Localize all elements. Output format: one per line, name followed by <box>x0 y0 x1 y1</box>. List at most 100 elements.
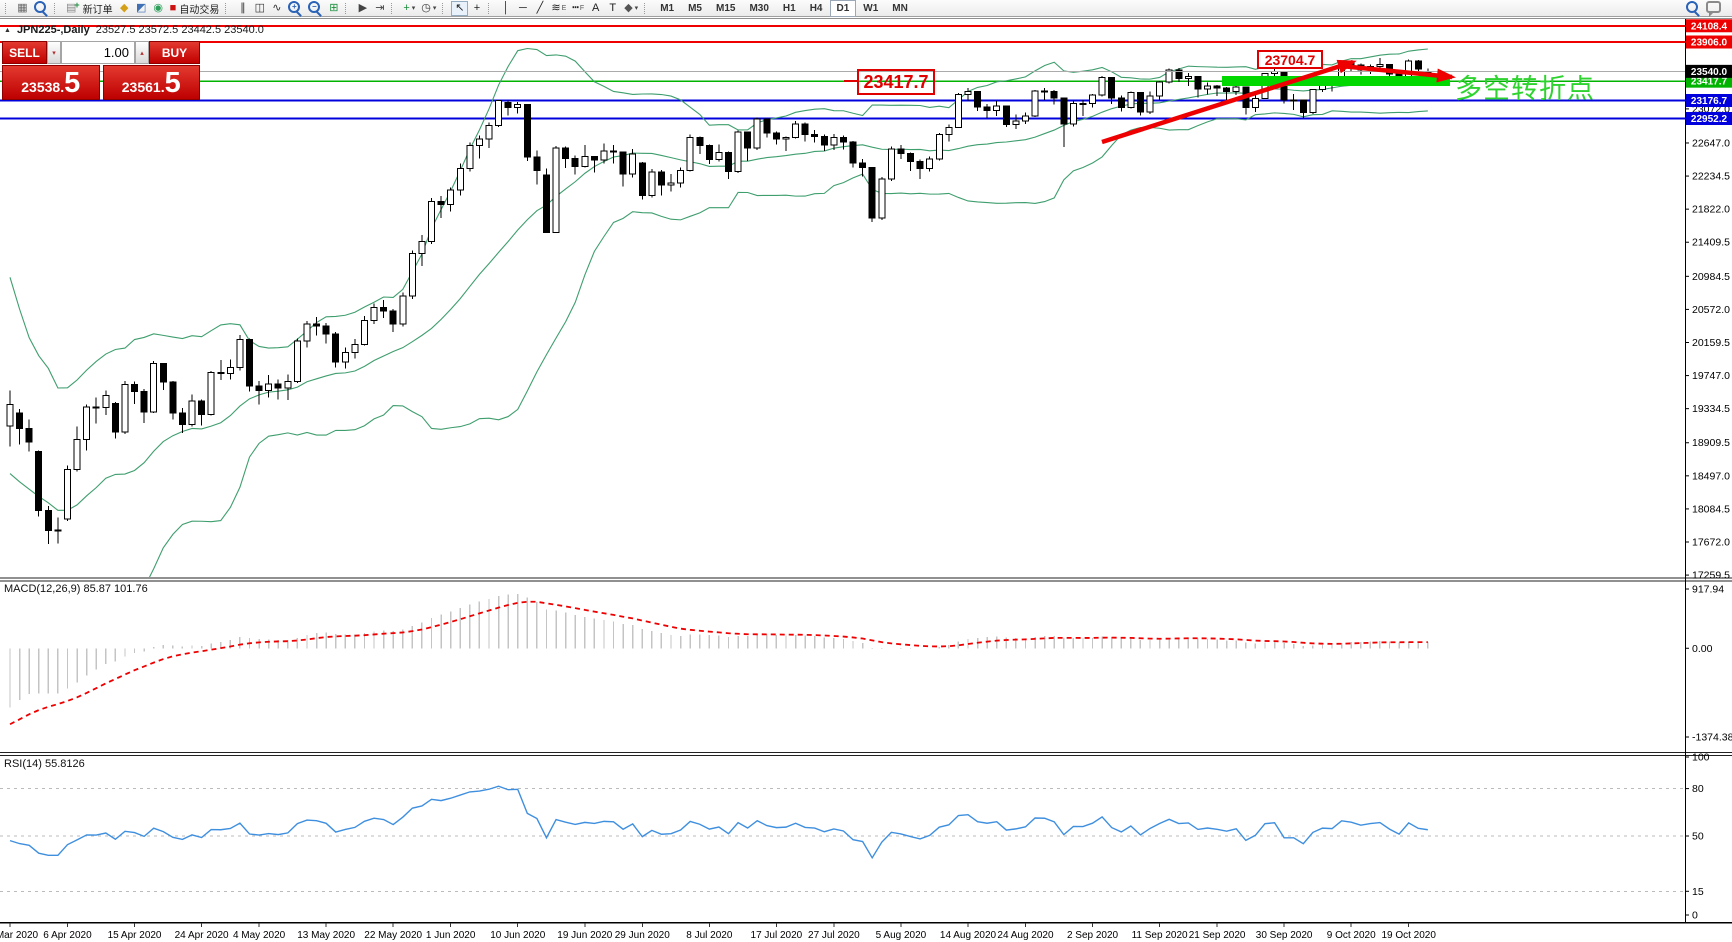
candlestick-chart-type-icon[interactable]: ◫ <box>251 1 268 16</box>
svg-text:17672.0: 17672.0 <box>1692 537 1730 549</box>
chart-preview-icon[interactable] <box>31 1 51 16</box>
crosshair-icon[interactable]: + <box>468 1 485 16</box>
timeframe-d1[interactable]: D1 <box>829 0 857 17</box>
chart-shift-icon[interactable]: ⇥ <box>371 1 388 16</box>
chat-icon <box>1706 0 1721 17</box>
svg-text:27 Jul 2020: 27 Jul 2020 <box>808 930 860 941</box>
zoom-out-icon[interactable]: − <box>305 1 325 16</box>
text-label-icon[interactable]: T <box>604 1 621 16</box>
trend-arrows[interactable] <box>1101 59 1456 145</box>
rsi-indicator-label: RSI(14) 55.8126 <box>4 758 85 770</box>
volume-increase-button[interactable]: ▴ <box>135 41 149 64</box>
toolbar-group: ▤ + 新订单 ◆ ◩ ◉ ■ 自动交易 <box>51 0 222 17</box>
one-click-panel-toggle[interactable]: ▲ <box>4 26 11 34</box>
timeframe-h4[interactable]: H4 <box>809 2 823 14</box>
svg-text:18497.0: 18497.0 <box>1692 470 1730 482</box>
horizontal-line-icon-glyph: ─ <box>519 1 527 14</box>
svg-text:24108.4: 24108.4 <box>1691 21 1728 32</box>
svg-text:6 Apr 2020: 6 Apr 2020 <box>43 930 92 941</box>
arrows-icon-glyph: ◆ <box>624 1 633 14</box>
toolbar-group: + ▾ ◷ ▾ <box>388 0 439 17</box>
indicators-button[interactable]: + ▾ <box>400 1 418 16</box>
svg-text:22 May 2020: 22 May 2020 <box>364 930 422 941</box>
svg-text:23176.7: 23176.7 <box>1691 96 1728 107</box>
buy-button[interactable]: BUY <box>149 41 200 64</box>
volume-decrease-button[interactable]: ▾ <box>47 41 61 64</box>
svg-text:23540.0: 23540.0 <box>1691 67 1728 78</box>
turning-point-annotation[interactable]: 多空转折点 <box>1455 74 1595 104</box>
bollinger-bands <box>9 47 1428 577</box>
timeframe-h1[interactable]: H1 <box>782 2 796 14</box>
macd-histogram <box>9 594 1429 708</box>
autotrading-button-label: 自动交易 <box>179 4 220 16</box>
notifications-icon[interactable]: ◉ <box>150 1 167 16</box>
buy-price-big-digit: 5 <box>164 67 181 99</box>
rsi-axis-labels: 100 80 50 15 0 <box>1685 752 1710 922</box>
svg-text:20159.5: 20159.5 <box>1692 337 1730 349</box>
text-label-icon-glyph: T <box>609 1 617 14</box>
trendline-icon[interactable]: ╱ <box>531 1 548 16</box>
sell-button[interactable]: SELL <box>2 41 47 64</box>
buy-price-display[interactable]: 23561. 5 <box>102 65 200 100</box>
turning-point-band[interactable] <box>1222 76 1450 86</box>
zoom-in-icon[interactable]: + <box>285 1 305 16</box>
arrows-icon[interactable]: ◆ ▾ <box>621 1 641 16</box>
equidistant-channel-icon[interactable]: ≋ E <box>548 1 569 16</box>
timeframe-m1[interactable]: M1 <box>660 2 675 14</box>
community-icon[interactable]: ◩ <box>133 1 150 16</box>
autotrading-button[interactable]: ■ 自动交易 <box>167 1 223 16</box>
timeframe-m5[interactable]: M5 <box>688 2 702 14</box>
timeframe-mn[interactable]: MN <box>892 2 908 14</box>
fibonacci-icon[interactable]: ┅ F <box>569 1 587 16</box>
chart-shift-icon-glyph: ⇥ <box>375 1 385 14</box>
search-icon <box>1686 1 1698 13</box>
horizontal-line-icon[interactable]: ─ <box>514 1 531 16</box>
svg-text:917.94: 917.94 <box>1692 584 1724 596</box>
symbol-period-label: JPN225-,Daily <box>16 24 90 36</box>
svg-text:80: 80 <box>1692 783 1704 795</box>
auto-scroll-icon[interactable]: ▶ <box>354 1 371 16</box>
search-icon[interactable] <box>1683 1 1703 16</box>
autotrading-button-glyph: ■ <box>169 1 177 14</box>
candlestick-series <box>6 58 1432 545</box>
horizontal-level-lines[interactable] <box>0 24 1685 120</box>
svg-text:19 Jun 2020: 19 Jun 2020 <box>557 930 612 941</box>
trendline-icon-glyph: ╱ <box>536 1 544 14</box>
cursor-icon[interactable]: ↖ <box>451 0 469 16</box>
charts-toolbar-icon[interactable]: ▦ <box>14 1 31 16</box>
text-icon[interactable]: A <box>587 1 604 16</box>
tile-windows-icon[interactable]: ⊞ <box>325 1 342 16</box>
price-axis-labels: 23072.022647.022234.521822.021409.520984… <box>1685 19 1732 582</box>
toolbar-grip <box>442 2 447 14</box>
indicators-button-glyph: + <box>403 1 410 14</box>
zoom-out-icon: − <box>308 1 321 13</box>
line-chart-type-icon[interactable]: ∿ <box>268 1 285 16</box>
chat-icon[interactable] <box>1703 0 1724 17</box>
svg-text:19747.0: 19747.0 <box>1692 370 1730 382</box>
periods-button[interactable]: ◷ ▾ <box>418 1 439 16</box>
sell-price-display[interactable]: 23538. 5 <box>2 65 100 100</box>
pane-separators[interactable] <box>0 577 1732 757</box>
toolbar-right-group <box>1683 0 1724 17</box>
chevron-down-icon: ▾ <box>634 5 639 12</box>
price-level-label-23417[interactable]: 23417.7 <box>857 69 935 95</box>
vertical-line-icon[interactable]: │ <box>497 1 514 16</box>
timeframe-w1[interactable]: W1 <box>863 2 879 14</box>
main-toolbar: ▦ ▤ + 新订单 ◆ ◩ ◉ ■ 自动交易 ∥ ◫ ∿ + − ⊞ ▶ ⇥ + ▾ ◷ ▾ ↖ + │ ─ ╱ ≋ E ┅ F A T ◆ ▾ M… <box>0 0 1732 17</box>
svg-text:29 Jun 2020: 29 Jun 2020 <box>615 930 670 941</box>
plus-accent-icon: + <box>74 0 80 10</box>
price-level-label-23704[interactable]: 23704.7 <box>1257 50 1323 69</box>
bar-chart-type-icon[interactable]: ∥ <box>234 1 251 16</box>
timeframe-m30[interactable]: M30 <box>749 2 769 14</box>
history-center-icon[interactable]: ◆ <box>116 1 133 16</box>
toolbar-group: ▦ <box>2 0 51 17</box>
chart-preview-icon <box>34 1 46 13</box>
volume-input[interactable]: 1.00 <box>61 41 135 64</box>
new-order-button-glyph: ▤ <box>66 1 77 14</box>
svg-text:21409.5: 21409.5 <box>1692 237 1730 249</box>
new-order-button[interactable]: ▤ + 新订单 <box>63 0 116 16</box>
svg-text:22647.0: 22647.0 <box>1692 137 1730 149</box>
new-order-button-label: 新订单 <box>82 4 113 16</box>
timeframe-m15[interactable]: M15 <box>716 2 736 14</box>
